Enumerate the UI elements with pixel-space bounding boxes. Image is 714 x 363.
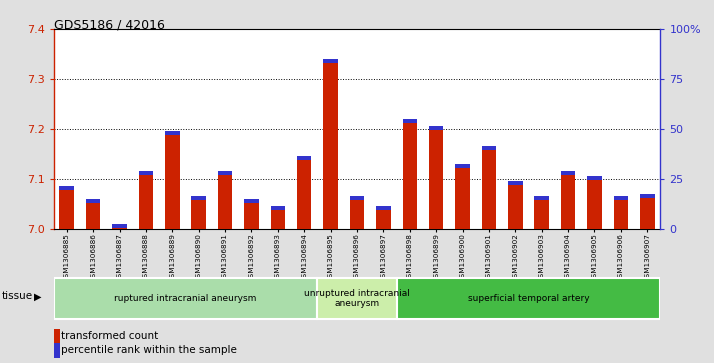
Bar	[323, 59, 338, 63]
Text: superficial temporal artery: superficial temporal artery	[468, 294, 589, 303]
Bar	[587, 176, 602, 180]
Bar	[86, 199, 101, 229]
Bar	[613, 196, 628, 229]
Bar	[640, 194, 655, 198]
Bar	[376, 206, 391, 229]
Text: transformed count: transformed count	[61, 331, 159, 341]
Bar	[59, 186, 74, 190]
Text: ruptured intracranial aneurysm: ruptured intracranial aneurysm	[114, 294, 256, 303]
Bar	[350, 196, 364, 229]
Bar	[403, 119, 417, 123]
Bar	[112, 224, 127, 229]
Bar	[271, 206, 285, 229]
Bar	[139, 171, 154, 175]
Bar	[86, 199, 101, 203]
Bar	[535, 196, 549, 200]
Bar	[482, 146, 496, 150]
Bar	[323, 59, 338, 229]
Bar	[244, 199, 258, 203]
Text: ▶: ▶	[34, 291, 42, 301]
Bar	[191, 196, 206, 200]
Bar	[350, 196, 364, 200]
Bar	[429, 126, 443, 229]
Bar	[403, 119, 417, 229]
Bar	[508, 181, 523, 185]
Bar	[218, 171, 232, 175]
Bar	[456, 164, 470, 229]
Bar	[165, 131, 179, 135]
Bar	[429, 126, 443, 130]
Text: GDS5186 / 42016: GDS5186 / 42016	[54, 18, 164, 31]
Text: unruptured intracranial
aneurysm: unruptured intracranial aneurysm	[304, 289, 410, 308]
Bar	[560, 171, 575, 229]
Bar	[244, 199, 258, 229]
Bar	[191, 196, 206, 229]
Bar	[297, 156, 311, 160]
Bar	[271, 206, 285, 210]
Bar	[165, 131, 179, 229]
Bar	[560, 171, 575, 175]
Bar	[456, 164, 470, 168]
Bar	[139, 171, 154, 229]
Text: percentile rank within the sample: percentile rank within the sample	[61, 345, 237, 355]
Bar	[59, 186, 74, 229]
Bar	[297, 156, 311, 229]
Bar	[535, 196, 549, 229]
Bar	[218, 171, 232, 229]
Bar	[112, 224, 127, 228]
Bar	[318, 278, 396, 319]
Bar	[482, 146, 496, 229]
Bar	[396, 278, 660, 319]
Bar	[376, 206, 391, 210]
Text: tissue: tissue	[2, 291, 34, 301]
Bar	[587, 176, 602, 229]
Bar	[508, 181, 523, 229]
Bar	[54, 278, 318, 319]
Bar	[640, 194, 655, 229]
Bar	[613, 196, 628, 200]
